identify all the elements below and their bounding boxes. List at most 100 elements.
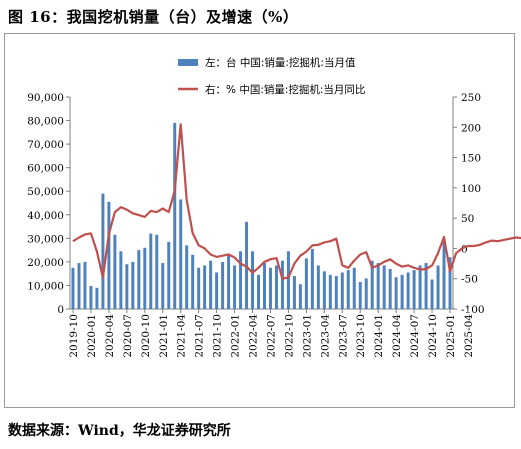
line-series [72, 123, 521, 280]
bar [149, 233, 153, 309]
x-tick-label: 2019-10 [68, 314, 80, 358]
x-tick-label: 2025-01 [445, 314, 457, 358]
bar [203, 265, 207, 309]
bar [125, 264, 129, 309]
bar [215, 272, 219, 309]
bar [274, 265, 278, 309]
bar [322, 271, 326, 309]
bar [280, 260, 284, 309]
y-left-tick-label: 20,000 [27, 257, 64, 269]
y-right-tick-label: 100 [461, 183, 481, 195]
chart-frame [4, 33, 515, 408]
bar [442, 238, 446, 309]
y-left-tick-label: 0 [57, 304, 64, 316]
x-tick-label: 2020-10 [140, 314, 152, 358]
y-right-tick-label: 250 [461, 92, 481, 104]
x-tick-label: 2024-04 [391, 314, 403, 358]
bar [89, 285, 93, 309]
bar [143, 247, 147, 309]
bar [424, 263, 428, 309]
bar [239, 251, 243, 309]
bar [388, 268, 392, 309]
x-tick-label: 2022-10 [283, 314, 295, 358]
bar [221, 261, 225, 309]
bar [346, 270, 350, 309]
bar [400, 274, 404, 309]
y-right-tick-label: -100 [461, 304, 485, 316]
x-tick-label: 2021-10 [212, 314, 224, 358]
yoy-line [72, 123, 521, 280]
y-left-tick-label: 80,000 [27, 116, 64, 128]
y-right-tick-label: -50 [461, 274, 478, 286]
bar [394, 277, 398, 309]
bar [352, 267, 356, 309]
bar [370, 260, 374, 309]
y-right-tick-label: 150 [461, 153, 481, 165]
bar [340, 272, 344, 309]
bar [131, 261, 135, 309]
x-tick-label: 2023-10 [355, 314, 367, 358]
bar [262, 263, 266, 309]
y-left-tick-label: 30,000 [27, 233, 64, 245]
x-tick-label: 2020-04 [104, 314, 116, 358]
x-tick-label: 2023-01 [301, 314, 313, 358]
x-tick-label: 2024-10 [427, 314, 439, 358]
bar [310, 248, 314, 309]
bar [418, 265, 422, 309]
bar [83, 261, 87, 309]
x-tick-label: 2021-04 [176, 314, 188, 358]
x-tick-label: 2021-07 [194, 314, 206, 358]
bar [286, 251, 290, 309]
x-tick-label: 2022-01 [230, 314, 242, 358]
x-tick-label: 2023-04 [319, 314, 331, 358]
bar [334, 276, 338, 309]
x-tick-label: 2024-01 [373, 314, 385, 358]
bar-series [71, 122, 452, 310]
y-left-tick-label: 90,000 [27, 92, 64, 104]
bar [448, 257, 452, 309]
bar [119, 251, 123, 309]
bar [185, 245, 189, 309]
bar [173, 122, 177, 310]
bar [95, 287, 99, 309]
bar [155, 234, 159, 309]
bar [358, 281, 362, 309]
y-left-tick-label: 50,000 [27, 186, 64, 198]
bar [412, 270, 416, 309]
x-tick-label: 2021-01 [158, 314, 170, 358]
y-left-tick-label: 40,000 [27, 210, 64, 222]
x-tick-label: 2020-07 [122, 314, 134, 358]
bar [364, 278, 368, 309]
y-left-tick-label: 60,000 [27, 163, 64, 175]
bar [161, 263, 165, 309]
bar [304, 258, 308, 309]
bar [137, 250, 141, 309]
bar [436, 265, 440, 309]
bar [113, 234, 117, 309]
bar [376, 263, 380, 309]
legend-bar-swatch [178, 59, 198, 66]
bar [328, 274, 332, 309]
bar [71, 267, 75, 309]
bar [167, 241, 171, 309]
bar [406, 272, 410, 309]
bar [251, 251, 255, 309]
bar [382, 265, 386, 309]
y-right-tick-label: 50 [461, 213, 474, 225]
bar [233, 265, 237, 309]
x-tick-label: 2024-07 [409, 314, 421, 358]
figure-title: 图 16：我国挖机销量（台）及增速（%） [8, 8, 299, 26]
bar [197, 267, 201, 309]
bar [268, 267, 272, 309]
legend: 左：台 中国:销量:挖掘机:当月值 右：% 中国:销量:挖掘机:当月同比 [178, 56, 365, 96]
bar [316, 265, 320, 309]
bar [179, 199, 183, 309]
bar [257, 274, 261, 309]
bar [77, 263, 81, 309]
y-right-tick-label: 0 [461, 243, 468, 255]
bar [298, 284, 302, 309]
x-tick-label: 2020-01 [86, 314, 98, 358]
y-right-tick-label: 200 [461, 122, 481, 134]
bar [191, 254, 195, 309]
